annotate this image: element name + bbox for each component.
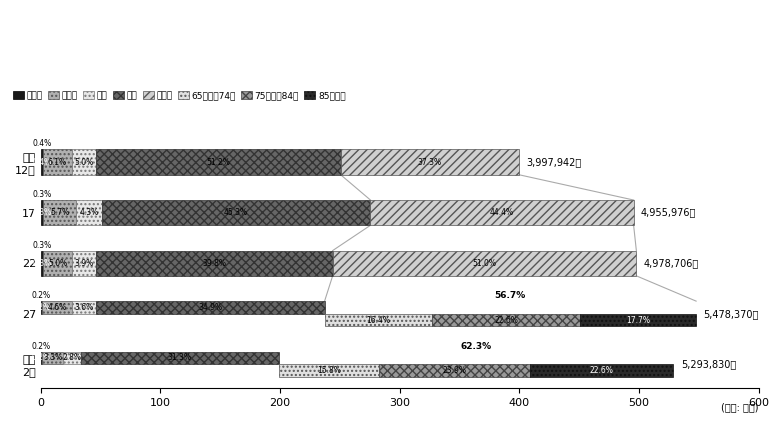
- Text: 0.2%: 0.2%: [32, 354, 51, 363]
- Bar: [332, 250, 637, 276]
- Bar: [379, 364, 530, 377]
- Bar: [325, 314, 432, 326]
- Text: 5,478,370人: 5,478,370人: [703, 309, 759, 319]
- Text: 16.4%: 16.4%: [366, 316, 390, 325]
- Bar: [371, 200, 633, 225]
- Text: 4,978,706人: 4,978,706人: [644, 258, 699, 268]
- Bar: [96, 301, 325, 314]
- Text: 31.3%: 31.3%: [168, 354, 192, 363]
- Text: 0.2%: 0.2%: [32, 303, 51, 312]
- Text: 3.3%: 3.3%: [43, 354, 62, 363]
- Bar: [42, 301, 72, 314]
- Bar: [41, 149, 43, 175]
- Text: 5.0%: 5.0%: [74, 157, 93, 167]
- Text: 15.8%: 15.8%: [317, 366, 341, 375]
- Text: 4.3%: 4.3%: [79, 208, 99, 217]
- Text: 6.1%: 6.1%: [48, 157, 67, 167]
- Text: 17.7%: 17.7%: [626, 316, 650, 325]
- Bar: [41, 250, 42, 276]
- Bar: [580, 314, 696, 326]
- Text: 62.3%: 62.3%: [461, 342, 492, 351]
- Bar: [72, 149, 96, 175]
- Text: 2.8%: 2.8%: [63, 354, 82, 363]
- Text: 0.3%: 0.3%: [32, 190, 52, 199]
- Bar: [432, 314, 580, 326]
- Bar: [72, 250, 96, 276]
- Text: (単位: 万人): (単位: 万人): [721, 402, 758, 412]
- Bar: [341, 149, 519, 175]
- Text: 0.3%: 0.3%: [32, 259, 52, 268]
- Text: 3,997,942人: 3,997,942人: [526, 157, 582, 167]
- Text: 23.9%: 23.9%: [443, 366, 466, 375]
- Text: 4.6%: 4.6%: [48, 303, 67, 312]
- Legend: 新生児, 乳幼児, 少年, 成人, 高齢者, 65歳から74歳, 75歳から84歳, 85歳以上: 新生児, 乳幼児, 少年, 成人, 高齢者, 65歳から74歳, 75歳から84…: [9, 88, 349, 104]
- Bar: [76, 200, 102, 225]
- Text: 56.7%: 56.7%: [495, 291, 526, 300]
- Bar: [102, 200, 371, 225]
- Text: 51.0%: 51.0%: [473, 259, 496, 268]
- Text: 51.2%: 51.2%: [206, 157, 230, 167]
- Text: 5,293,830人: 5,293,830人: [681, 359, 736, 369]
- Text: 0.4%: 0.4%: [32, 157, 52, 167]
- Text: 3.6%: 3.6%: [74, 303, 94, 312]
- Bar: [96, 250, 332, 276]
- Text: 22.6%: 22.6%: [494, 316, 518, 325]
- Bar: [42, 351, 63, 364]
- Bar: [41, 200, 42, 225]
- Bar: [530, 364, 673, 377]
- Text: 34.9%: 34.9%: [198, 303, 223, 312]
- Text: 0.2%: 0.2%: [32, 342, 51, 351]
- Bar: [279, 364, 379, 377]
- Bar: [81, 351, 279, 364]
- Text: 0.4%: 0.4%: [32, 139, 52, 149]
- Bar: [43, 149, 72, 175]
- Text: 3.9%: 3.9%: [74, 259, 93, 268]
- Text: 22.6%: 22.6%: [590, 366, 614, 375]
- Bar: [41, 351, 42, 364]
- Text: 44.4%: 44.4%: [490, 208, 514, 217]
- Bar: [63, 351, 81, 364]
- Bar: [42, 250, 72, 276]
- Text: 0.2%: 0.2%: [32, 291, 51, 300]
- Text: 0.3%: 0.3%: [32, 241, 52, 250]
- Bar: [42, 200, 76, 225]
- Bar: [41, 301, 42, 314]
- Text: 37.3%: 37.3%: [418, 157, 442, 167]
- Bar: [72, 301, 96, 314]
- Text: 5.7%: 5.7%: [50, 208, 69, 217]
- Text: 39.8%: 39.8%: [202, 259, 226, 268]
- Text: 4,955,976人: 4,955,976人: [641, 208, 696, 218]
- Bar: [96, 149, 341, 175]
- Text: 5.0%: 5.0%: [48, 259, 67, 268]
- Text: 0.3%: 0.3%: [32, 208, 52, 217]
- Text: 45.3%: 45.3%: [224, 208, 249, 217]
